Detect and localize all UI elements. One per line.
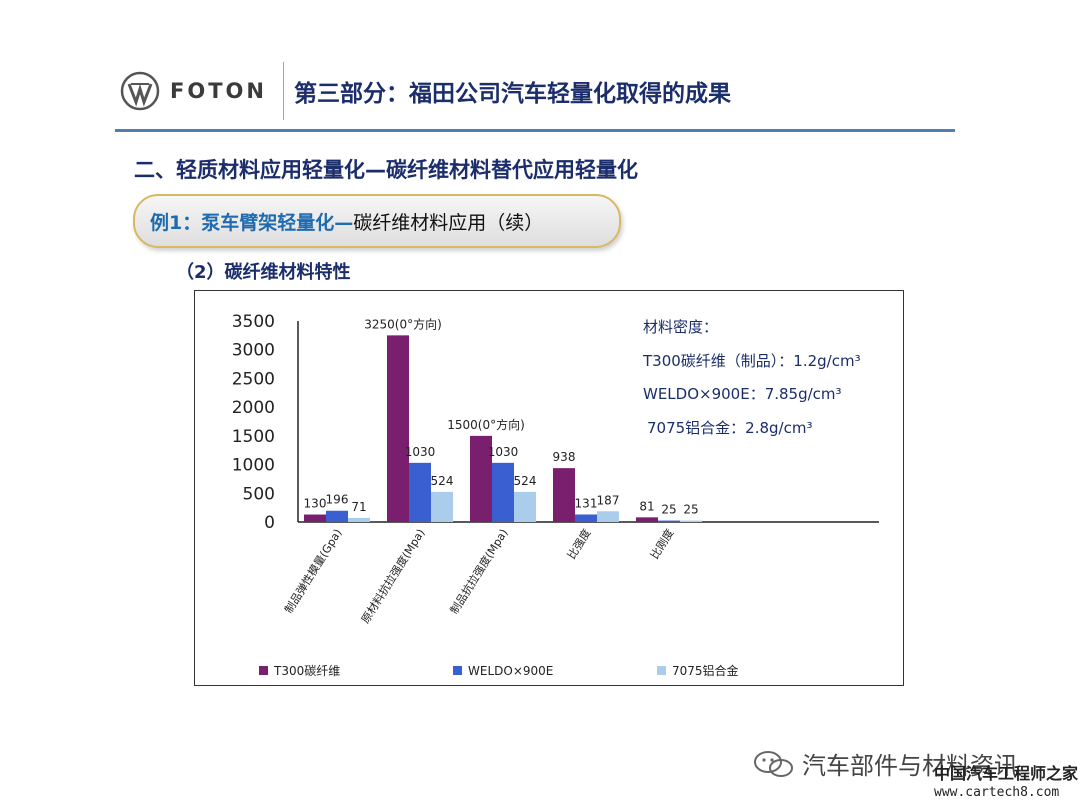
bars-group (304, 335, 702, 522)
data-label: 131 (575, 496, 598, 510)
category-label: 制品弹性模量(Gpa) (281, 526, 344, 616)
legend: T300碳纤维 WELDO×900E 7075铝合金 (259, 663, 739, 678)
category-labels-group: 制品弹性模量(Gpa) 原材料抗拉强度(Mpa) 制品抗拉强度(Mpa) 比强度 比刚度 (281, 526, 676, 626)
site-name: 中国汽车工程师之家 (934, 764, 1079, 783)
data-label: 196 (326, 493, 349, 507)
data-label: 187 (597, 493, 620, 507)
data-label: 1030 (405, 445, 436, 459)
y-tick-label: 1000 (232, 456, 275, 476)
data-label: 524 (514, 474, 537, 488)
density-line-weldo: WELDO×900E：7.85g/cm³ (643, 385, 842, 403)
bar (304, 514, 326, 522)
y-tick-label: 2000 (232, 398, 275, 418)
foton-logo: FOTON (120, 66, 270, 116)
bar (658, 520, 680, 522)
data-label: 71 (351, 500, 366, 514)
bar (409, 462, 431, 522)
wechat-watermark: 汽车部件与材料资讯 (752, 746, 1018, 781)
y-tick-label: 3000 (232, 341, 275, 361)
legend-label: 7075铝合金 (672, 663, 739, 678)
data-label: 130 (304, 497, 327, 511)
section-title: 二、轻质材料应用轻量化—碳纤维材料替代应用轻量化 (134, 158, 638, 182)
density-line-7075: 7075铝合金：2.8g/cm³ (647, 419, 812, 437)
data-label: 81 (639, 499, 654, 513)
legend-swatch (453, 666, 462, 675)
density-heading: 材料密度： (643, 318, 718, 336)
bar (326, 510, 348, 522)
logo-wordmark: FOTON (170, 79, 267, 103)
category-label: 原材料抗拉强度(Mpa) (358, 526, 428, 626)
page-title: 第三部分：福田公司汽车轻量化取得的成果 (294, 81, 731, 107)
header-divider (283, 62, 284, 120)
bar (636, 517, 658, 522)
example-banner-text: 例1：泵车臂架轻量化—碳纤维材料应用（续） (150, 208, 543, 235)
y-tick-label: 500 (243, 484, 275, 504)
example-banner (133, 194, 621, 248)
example-label-prefix: 例1：泵车臂架轻量化— (150, 212, 354, 234)
category-label: 比强度 (564, 526, 593, 561)
data-label: 3250(0°方向) (364, 316, 442, 331)
data-label: 25 (683, 503, 698, 517)
chart-panel: 0 500 1000 1500 2000 2500 3000 3500 130 196 71 325… (194, 290, 904, 686)
y-tick-label: 1500 (232, 427, 275, 447)
bar (470, 435, 492, 522)
legend-label: T300碳纤维 (273, 664, 340, 678)
y-tick-label: 0 (264, 513, 275, 533)
category-label: 比刚度 (647, 526, 676, 561)
y-tick-label: 2500 (232, 369, 275, 389)
y-tick-label: 3500 (232, 312, 275, 332)
bar (387, 335, 409, 522)
bar (431, 491, 453, 522)
site-url: www.cartech8.com (934, 785, 1060, 800)
bar (492, 462, 514, 522)
foton-emblem-icon (120, 71, 160, 111)
bar (597, 511, 619, 522)
bar (575, 514, 597, 522)
y-axis: 0 500 1000 1500 2000 2500 3000 3500 (232, 312, 879, 533)
bar (514, 491, 536, 522)
data-label: 1500(0°方向) (447, 417, 525, 432)
channel-name: 汽车部件与材料资讯 (802, 752, 1018, 780)
data-label: 938 (553, 450, 576, 464)
subheading: （2）碳纤维材料特性 (176, 262, 351, 283)
density-note: 材料密度： T300碳纤维（制品）：1.2g/cm³ WELDO×900E：7.… (642, 318, 861, 437)
legend-swatch (657, 666, 666, 675)
bar (680, 520, 702, 522)
category-label: 制品抗拉强度(Mpa) (447, 526, 511, 616)
density-line-t300: T300碳纤维（制品）：1.2g/cm³ (642, 352, 861, 370)
example-label-suffix: 碳纤维材料应用（续） (353, 212, 544, 234)
wechat-icon (754, 750, 793, 777)
bar (553, 468, 575, 522)
data-label: 524 (431, 474, 454, 488)
legend-label: WELDO×900E (468, 664, 553, 678)
data-label: 25 (661, 503, 676, 517)
bar (348, 517, 370, 522)
legend-swatch (259, 666, 268, 675)
header-rule (115, 129, 955, 132)
data-label: 1030 (488, 445, 519, 459)
